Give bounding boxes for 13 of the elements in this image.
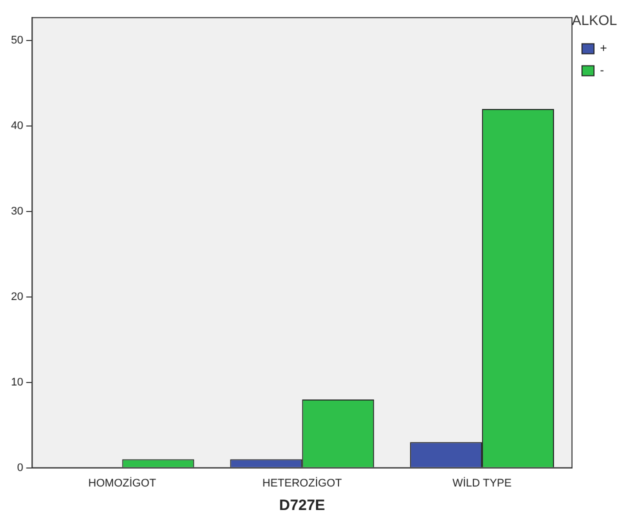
x-tick-label: WİLD TYPE (452, 476, 512, 490)
x-tick-label: HETEROZİGOT (262, 476, 342, 490)
legend-label: - (600, 63, 604, 78)
x-tick-label: HOMOZİGOT (88, 476, 156, 490)
y-tick-label: 50 (10, 34, 24, 47)
y-tick-label: 30 (10, 206, 24, 218)
x-axis-title: D727E (279, 497, 326, 514)
legend-title: ALKOL (572, 12, 618, 28)
y-tick-label: 10 (10, 376, 24, 388)
y-tick-label: 40 (10, 120, 24, 132)
legend-label: + (600, 41, 608, 56)
y-tick-label: 20 (10, 290, 24, 303)
y-tick-label: 0 (17, 462, 24, 474)
